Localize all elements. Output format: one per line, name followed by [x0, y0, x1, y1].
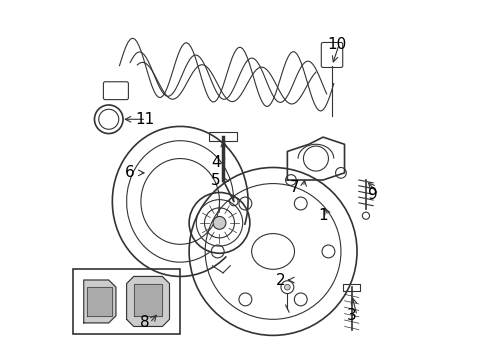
Text: 10: 10 — [327, 37, 346, 52]
FancyBboxPatch shape — [103, 82, 128, 100]
Text: 8: 8 — [140, 315, 149, 330]
FancyBboxPatch shape — [321, 42, 342, 67]
Bar — [343, 284, 360, 291]
Circle shape — [213, 216, 225, 229]
Text: 11: 11 — [135, 112, 154, 127]
Text: 4: 4 — [211, 155, 220, 170]
Circle shape — [284, 284, 290, 290]
Bar — [208, 132, 237, 141]
Bar — [73, 269, 180, 334]
Polygon shape — [87, 287, 112, 316]
Text: 7: 7 — [289, 180, 299, 195]
Text: 1: 1 — [318, 208, 327, 223]
Text: 6: 6 — [125, 165, 135, 180]
Polygon shape — [134, 284, 162, 316]
Polygon shape — [83, 280, 116, 323]
Polygon shape — [126, 276, 169, 327]
Text: 2: 2 — [275, 273, 285, 288]
Text: 5: 5 — [211, 172, 220, 188]
Text: 3: 3 — [346, 308, 356, 323]
Text: 9: 9 — [367, 187, 377, 202]
